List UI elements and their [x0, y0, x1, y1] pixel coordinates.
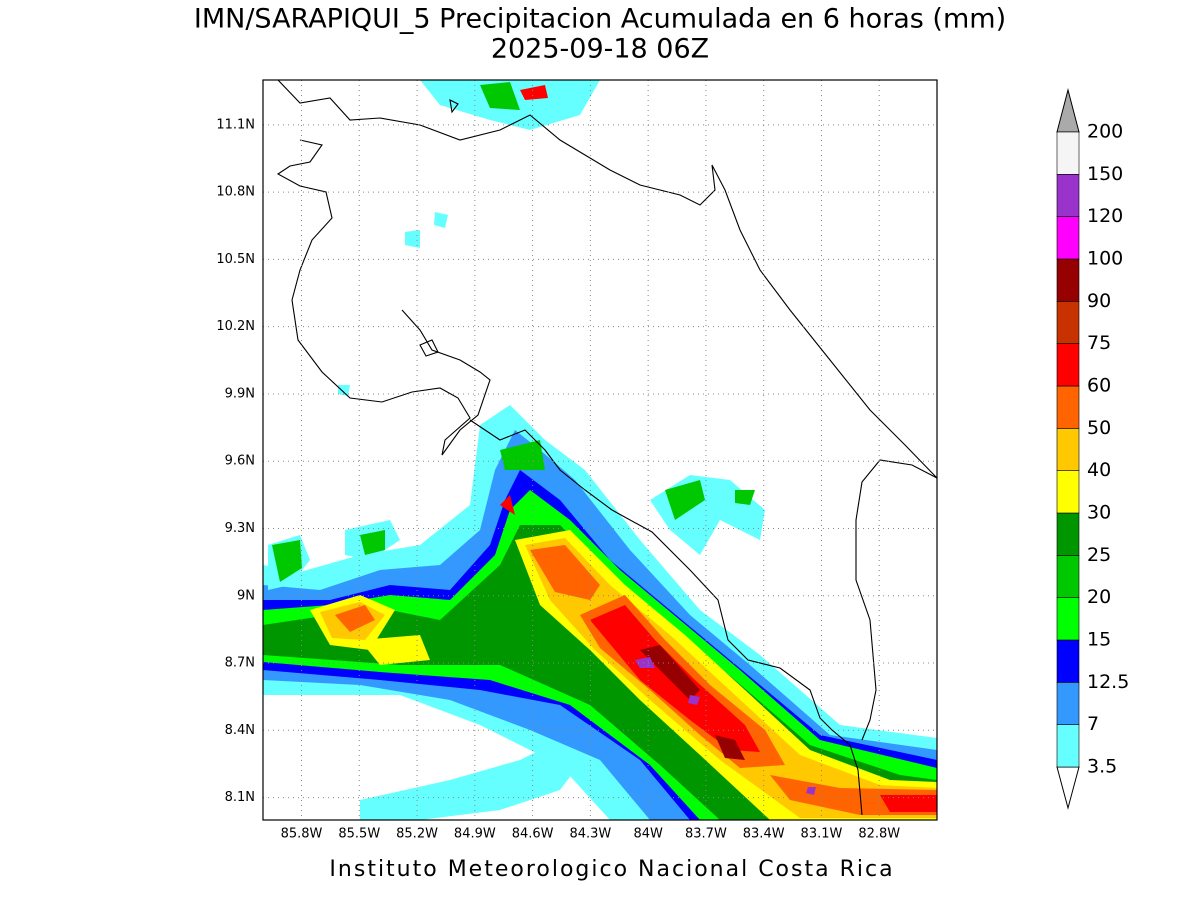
colorbar: 3.5 7 12.5 15 20 25 30 40 50 60 75 90 100 120 150 200: [1056, 88, 1129, 810]
colorbar-segment: [1056, 131, 1080, 175]
colorbar-segment: [1056, 216, 1080, 260]
x-tick-label: 83.4W: [743, 827, 785, 842]
colorbar-segment: [1056, 301, 1080, 344]
colorbar-segment: [1056, 724, 1080, 768]
x-tick-label: 83.7W: [685, 827, 727, 842]
colorbar-label: 3.5: [1087, 756, 1117, 778]
colorbar-label: 25: [1087, 544, 1111, 566]
x-tick-label: 82.8W: [858, 827, 900, 842]
x-tick-label: 85.2W: [396, 827, 438, 842]
colorbar-over: [1056, 88, 1080, 133]
colorbar-segment: [1056, 512, 1080, 556]
x-tick-label: 84.9W: [454, 827, 496, 842]
x-tick-label: 84.6W: [512, 827, 554, 842]
colorbar-label: 60: [1087, 375, 1111, 397]
colorbar-label: 50: [1087, 417, 1111, 439]
coastline: [277, 80, 937, 479]
colorbar-label: 30: [1087, 502, 1111, 524]
precip-area: [640, 645, 745, 760]
colorbar-label: 7: [1087, 713, 1099, 735]
y-tick-label: 9.9N: [225, 386, 255, 401]
precip-area: [268, 212, 448, 590]
colorbar-label: 90: [1087, 290, 1111, 312]
coastline: [855, 459, 937, 741]
colorbar-segment: [1056, 639, 1080, 683]
colorbar-label: 100: [1087, 248, 1123, 270]
colorbar-label: 20: [1087, 586, 1111, 608]
colorbar-segment: [1056, 428, 1080, 471]
colorbar-segment: [1056, 555, 1080, 598]
coastline: [419, 99, 459, 357]
colorbar-under: [1056, 766, 1080, 810]
subtitle: 2025-09-18 06Z: [491, 34, 709, 65]
y-tick-label: 8.7N: [225, 656, 255, 671]
colorbar-label: 120: [1087, 205, 1123, 227]
y-tick-label: 10.8N: [216, 185, 255, 200]
y-tick-label: 8.4N: [225, 723, 255, 738]
x-tick-label: 84W: [633, 827, 663, 842]
x-tick-label: 85.5W: [338, 827, 380, 842]
coastline: [276, 139, 491, 456]
y-tick-label: 9.3N: [225, 521, 255, 536]
coastlines: [276, 80, 937, 816]
y-tick-label: 9.6N: [225, 454, 255, 469]
colorbar-segment: [1056, 343, 1080, 387]
coastline: [469, 419, 863, 816]
colorbar-segment: [1056, 682, 1080, 725]
x-tick-label: 83.1W: [801, 827, 843, 842]
colorbar-label: 150: [1087, 163, 1123, 185]
grid: 85.8W 85.5W 85.2W 84.9W 84.6W 84.3W 84W 83.7W 83…: [216, 80, 937, 842]
y-tick-label: 11.1N: [216, 117, 255, 132]
y-tick-label: 9N: [237, 588, 255, 603]
precip-field: [263, 80, 937, 820]
y-tick-label: 10.2N: [216, 319, 255, 334]
colorbar-label: 12.5: [1087, 671, 1129, 693]
precip-area: [500, 85, 937, 812]
colorbar-segment: [1056, 174, 1080, 217]
colorbar-segment: [1056, 258, 1080, 302]
footer: Instituto Meteorologico Nacional Costa R…: [329, 857, 894, 882]
colorbar-label: 15: [1087, 629, 1111, 651]
colorbar-label: 75: [1087, 332, 1111, 354]
map-frame: [262, 79, 938, 821]
y-tick-label: 10.5N: [216, 252, 255, 267]
x-tick-label: 84.3W: [569, 827, 611, 842]
precip-area: [320, 538, 937, 818]
title: IMN/SARAPIQUI_5 Precipitacion Acumulada …: [194, 4, 1006, 35]
colorbar-label: 200: [1087, 121, 1123, 143]
colorbar-segment: [1056, 597, 1080, 641]
y-tick-label: 8.1N: [225, 790, 255, 805]
x-tick-label: 85.8W: [281, 827, 323, 842]
colorbar-segment: [1056, 385, 1080, 429]
colorbar-label: 40: [1087, 459, 1111, 481]
colorbar-segment: [1056, 470, 1080, 514]
